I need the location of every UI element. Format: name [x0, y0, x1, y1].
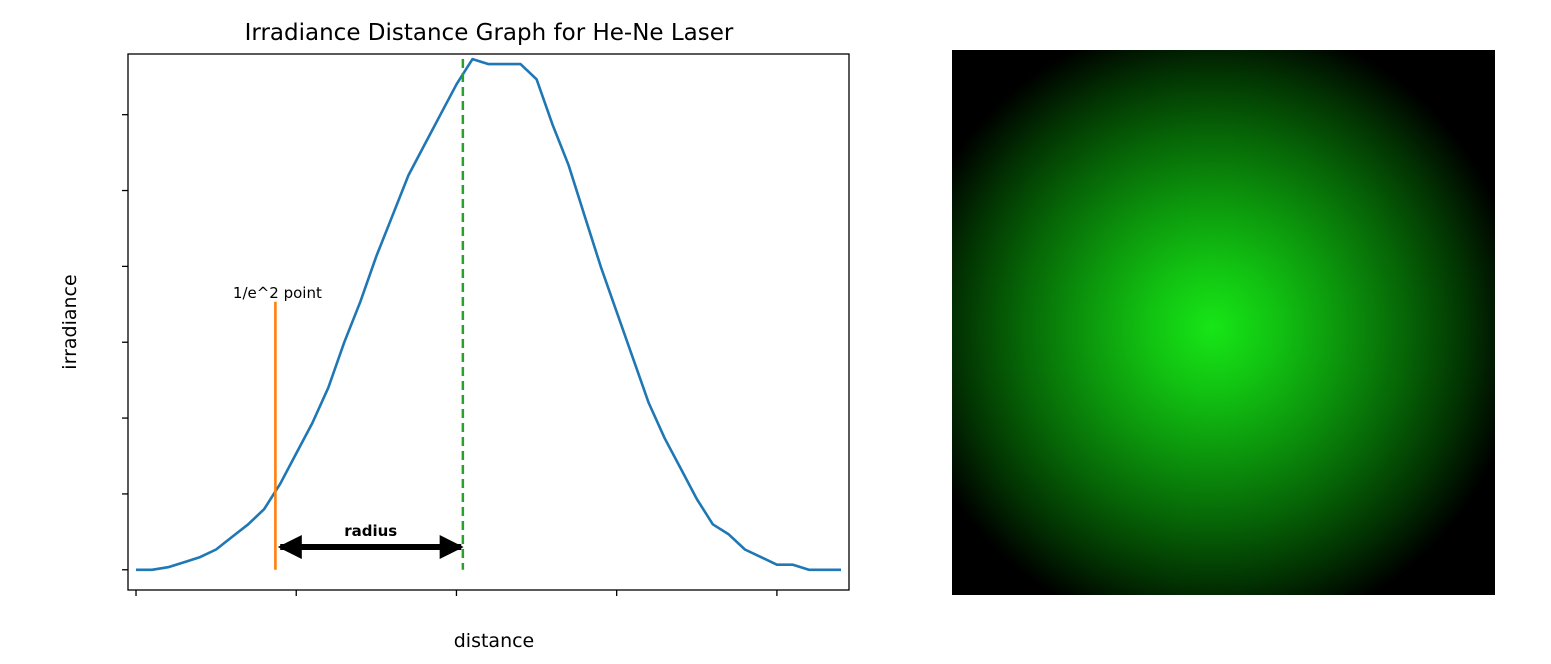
- threshold-label: 1/e^2 point: [233, 284, 322, 302]
- plot-frame: [127, 53, 850, 591]
- chart-title: Irradiance Distance Graph for He-Ne Lase…: [245, 20, 734, 46]
- radius-label: radius: [344, 522, 397, 540]
- laser-beam-image: [952, 50, 1495, 595]
- y-axis-ticks: [122, 114, 128, 571]
- x-axis-label: distance: [454, 630, 535, 652]
- y-axis-label: irradiance: [59, 274, 81, 369]
- x-axis-ticks: [135, 590, 778, 596]
- irradiance-series-line: [136, 57, 841, 572]
